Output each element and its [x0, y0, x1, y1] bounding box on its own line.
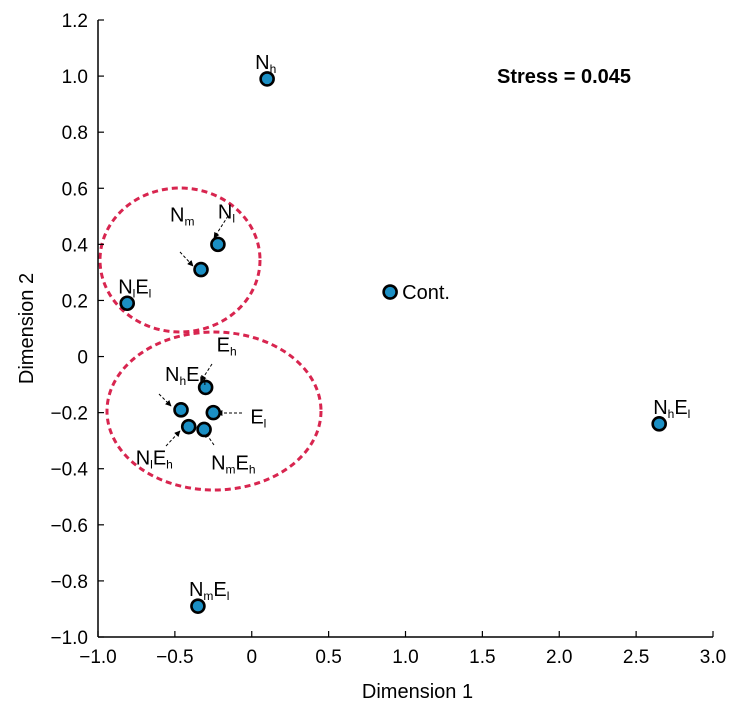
point-label-nh: Nh — [255, 52, 276, 76]
x-tick-label: −1.0 — [79, 647, 117, 668]
y-tick-label: −1.0 — [50, 628, 88, 649]
point-label-nhel: NhEl — [653, 397, 690, 421]
y-tick-label: 0 — [77, 348, 88, 369]
point-nlel — [119, 295, 136, 312]
point-label-nlel: NlEl — [118, 276, 151, 300]
y-tick-label: 1.0 — [62, 67, 88, 88]
y-tick-label: −0.4 — [50, 460, 88, 481]
point-nl — [210, 236, 226, 253]
y-tick-label: −0.2 — [50, 404, 88, 425]
point-nm — [193, 261, 209, 278]
point-label-el: El — [250, 407, 266, 431]
point-nheh — [173, 402, 189, 418]
x-tick-label: 2.5 — [623, 647, 649, 668]
point-label-nm: Nm — [170, 205, 194, 229]
leader-lines — [158, 215, 242, 447]
cluster-ellipses — [98, 186, 323, 492]
leader-line-nl — [213, 215, 229, 239]
x-tick-label: 2.0 — [546, 647, 572, 668]
axes — [97, 20, 713, 638]
y-tick-label: −0.8 — [50, 572, 88, 593]
x-tick-label: 1.5 — [469, 647, 495, 668]
point-label-cont: Cont. — [402, 282, 450, 304]
data-points — [119, 71, 667, 614]
point-label-nheh: NhEh — [165, 364, 206, 388]
y-axis-title: Dimension 2 — [16, 273, 38, 384]
point-eh — [197, 379, 214, 396]
point-label-nleh: NlEh — [136, 448, 173, 472]
x-tick-label: 1.0 — [392, 647, 418, 668]
cluster-ellipse-lower — [105, 330, 323, 492]
x-axis-title: Dimension 1 — [362, 681, 473, 703]
leader-line-nmeh — [204, 431, 215, 446]
y-tick-label: 1.2 — [62, 11, 88, 32]
y-tick-label: 0.6 — [62, 179, 88, 200]
y-tick-label: −0.6 — [50, 516, 88, 537]
point-label-nmeh: NmEh — [211, 452, 255, 476]
point-nh — [259, 71, 275, 87]
point-el — [205, 404, 222, 421]
y-ticks: −1.0 −0.8 −0.6 −0.4 −0.2 0 0.2 0.4 0.6 0.8 1.0 1.2 — [50, 11, 104, 649]
point-nhel — [651, 416, 667, 432]
point-label-eh: Eh — [217, 334, 237, 358]
leader-line-eh — [200, 363, 213, 382]
y-tick-label: 0.2 — [62, 291, 88, 312]
cluster-ellipse-upper — [98, 186, 262, 334]
point-label-nl: Nl — [218, 201, 235, 225]
x-tick-label: 0.5 — [315, 647, 341, 668]
point-nmel — [190, 598, 206, 614]
x-tick-label: 0 — [246, 647, 257, 668]
leader-line-nheh — [158, 393, 172, 407]
x-tick-label: 3.0 — [700, 647, 726, 668]
point-nmeh — [196, 421, 212, 438]
y-tick-label: 0.8 — [62, 123, 88, 144]
x-ticks: −1.0 −0.5 0 0.5 1.0 1.5 2.0 2.5 3.0 — [79, 631, 726, 668]
y-tick-label: 0.4 — [62, 235, 89, 256]
point-labels: Nh Nl Nm NlEl Cont. Eh NhEh El NlEh NmEh NhEl NmEl — [118, 52, 690, 603]
leader-line-nleh — [165, 430, 181, 447]
x-tick-label: −0.5 — [156, 647, 194, 668]
stress-annotation: Stress = 0.045 — [497, 66, 631, 88]
leader-line-nm — [179, 251, 194, 267]
point-cont — [382, 284, 398, 300]
point-label-nmel: NmEl — [189, 579, 229, 603]
point-nleh — [180, 418, 197, 435]
